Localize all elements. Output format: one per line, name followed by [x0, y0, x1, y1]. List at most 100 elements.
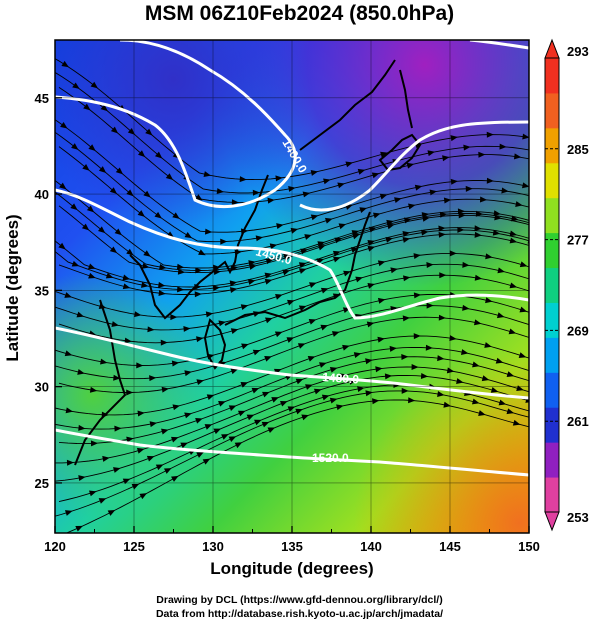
streamline-arrow [140, 281, 149, 288]
streamline-arrow [501, 187, 509, 194]
coastline-russia [299, 59, 396, 151]
streamline-arrow [59, 182, 67, 190]
streamline-arrow [126, 436, 134, 443]
streamline-arrow [216, 188, 224, 195]
colorbar-segment [545, 197, 559, 234]
streamline-arrow [561, 249, 570, 257]
streamline-arrow [72, 82, 80, 89]
streamline-arrow [443, 401, 451, 408]
streamline-arrow [495, 357, 504, 364]
streamline-arrow [276, 223, 284, 230]
streamline-arrow [88, 144, 96, 152]
x-tick-label: 120 [44, 539, 66, 554]
streamline-arrow [462, 261, 470, 268]
streamline-arrow [379, 193, 388, 200]
streamline-arrow [114, 425, 122, 432]
streamline-arrow [321, 394, 330, 401]
streamline-arrow [471, 398, 480, 405]
streamline-arrow [317, 244, 326, 251]
contour-1520 [55, 428, 529, 477]
streamline-arrow [78, 475, 86, 482]
streamline-arrow [486, 177, 494, 184]
colorbar-segment [545, 267, 559, 303]
streamline [55, 293, 529, 366]
streamline-arrow [386, 223, 395, 230]
streamline-arrow [158, 281, 166, 288]
streamline [58, 316, 529, 393]
streamline-arrow [269, 243, 278, 250]
colorbar-label: 285 [567, 142, 589, 157]
streamline-arrow [203, 171, 212, 177]
streamline-arrow [172, 212, 180, 219]
streamline-arrow [105, 272, 114, 279]
streamline [58, 356, 529, 445]
streamline-arrow [143, 250, 151, 257]
streamline [55, 335, 529, 416]
streamline-arrow [394, 197, 402, 204]
streamline-arrow [195, 417, 203, 424]
streamline-arrow [171, 475, 179, 482]
streamline-arrow [515, 201, 523, 207]
streamline-arrow [139, 493, 148, 500]
streamline-arrow [337, 182, 345, 189]
streamline-arrow [461, 349, 469, 355]
streamline-arrow [449, 250, 457, 257]
streamline-arrow [102, 455, 110, 462]
streamline-arrow [170, 314, 178, 321]
streamline-arrow [76, 311, 85, 318]
streamline-arrow [462, 304, 470, 311]
streamline [55, 131, 529, 243]
streamline-arrow [498, 399, 507, 406]
streamline-arrow [401, 387, 409, 394]
streamline-arrow [283, 255, 292, 262]
y-tick-label: 40 [35, 187, 49, 202]
streamline-arrow [275, 175, 283, 182]
map-title: MSM 06Z10Feb2024 (850.0hPa) [144, 2, 455, 25]
streamline-arrow [578, 305, 586, 313]
streamline [55, 229, 529, 291]
streamline-arrow [115, 167, 124, 175]
streamline [55, 119, 527, 233]
streamline-arrow [532, 277, 541, 285]
colorbar-segment [545, 477, 559, 513]
streamline-arrow [126, 389, 134, 396]
streamline-arrow [324, 217, 333, 224]
streamline-arrow [390, 267, 398, 274]
streamline-arrow [249, 264, 257, 270]
x-axis: 120 125 130 135 140 145 150 [44, 526, 540, 554]
streamline-arrow [124, 337, 132, 344]
streamline-arrow [111, 321, 119, 327]
streamline-arrow [406, 162, 415, 169]
streamline-arrow [134, 311, 142, 318]
streamline-arrow [535, 148, 543, 155]
streamline-arrow [384, 373, 393, 380]
streamline-arrow [122, 283, 131, 290]
streamline-arrow [158, 290, 166, 297]
streamline-arrow [100, 358, 108, 365]
streamline-arrow [271, 397, 279, 403]
streamline-arrow [180, 442, 188, 449]
streamline-arrow [234, 442, 243, 449]
streamline [55, 346, 529, 430]
streamline-arrow [426, 262, 434, 269]
footer-credit-drawing: Drawing by DCL (https://www.gfd-dennou.o… [156, 594, 443, 606]
streamline-arrow [380, 151, 388, 158]
streamline-arrow [297, 343, 306, 349]
streamline-arrow [89, 386, 98, 393]
streamline-arrow [408, 203, 416, 210]
streamline-arrow [336, 404, 344, 411]
streamline-arrow [251, 387, 260, 394]
colorbar-segment [545, 58, 559, 94]
colorbar-segment [545, 127, 559, 164]
streamline-arrow [305, 384, 313, 390]
streamline-arrow [98, 498, 107, 504]
streamline [55, 252, 529, 318]
colorbar-label: 261 [567, 414, 589, 429]
streamline-arrow [218, 320, 226, 327]
streamline-arrow [172, 404, 181, 411]
streamline-arrow [474, 274, 483, 281]
streamline-arrow [463, 144, 471, 151]
streamline-arrow [240, 304, 249, 311]
streamline-arrow [88, 263, 96, 270]
streamline [55, 390, 529, 517]
